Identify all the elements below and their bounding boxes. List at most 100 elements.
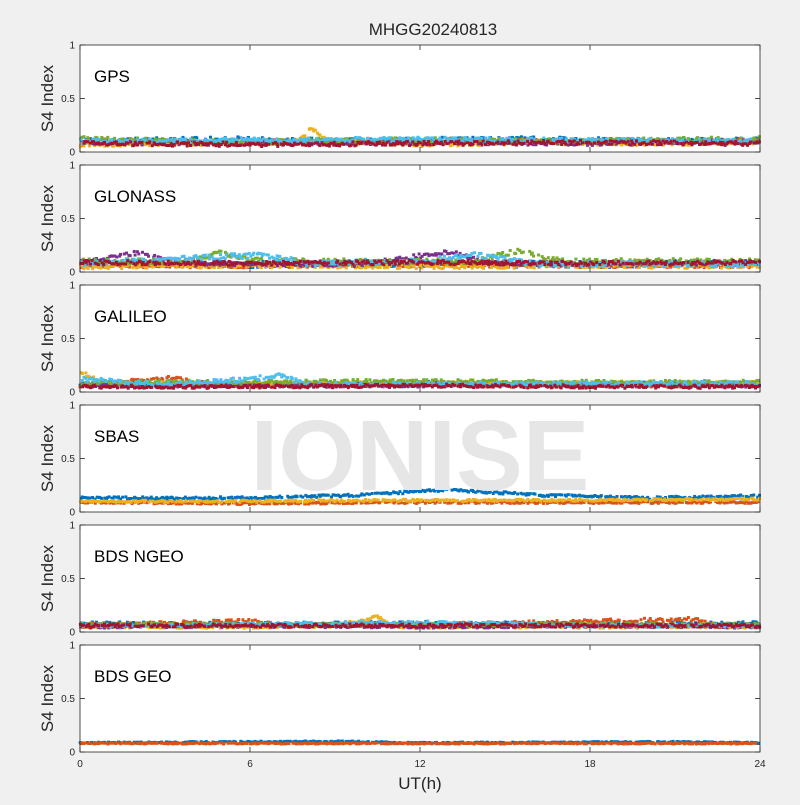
data-point	[739, 139, 742, 142]
data-point	[345, 139, 348, 142]
data-point	[129, 141, 132, 144]
data-point	[480, 137, 483, 140]
data-point	[444, 136, 447, 139]
data-point	[569, 143, 572, 146]
data-point	[532, 255, 535, 258]
data-point	[581, 141, 584, 144]
data-point	[565, 137, 568, 140]
data-point	[280, 263, 283, 266]
data-point	[268, 261, 271, 264]
data-point	[358, 262, 361, 265]
data-point	[535, 141, 538, 144]
data-point	[408, 144, 411, 147]
data-point	[378, 141, 381, 144]
data-point	[473, 251, 476, 254]
data-point	[600, 142, 603, 145]
data-point	[111, 260, 114, 263]
data-point	[374, 144, 377, 147]
data-point	[197, 260, 200, 263]
data-point	[115, 256, 118, 259]
data-point	[119, 253, 122, 256]
data-point	[467, 138, 470, 141]
data-point	[86, 140, 89, 143]
data-point	[133, 143, 136, 146]
data-point	[386, 141, 389, 144]
data-point	[552, 142, 555, 145]
data-point	[209, 136, 212, 139]
data-point	[118, 262, 121, 265]
data-point	[136, 266, 139, 269]
data-point	[129, 254, 132, 257]
data-point	[235, 141, 238, 144]
data-point	[225, 141, 228, 144]
data-point	[425, 143, 428, 146]
data-point	[438, 266, 441, 269]
data-point	[733, 143, 736, 146]
data-point	[442, 143, 445, 146]
data-point	[186, 258, 189, 261]
data-point	[350, 144, 353, 147]
data-point	[89, 263, 92, 266]
data-point	[204, 138, 207, 141]
data-point	[81, 262, 84, 265]
data-point	[351, 140, 354, 143]
data-point	[708, 258, 711, 261]
data-point	[102, 263, 105, 266]
data-point	[153, 254, 156, 257]
data-point	[445, 142, 448, 145]
data-point	[405, 257, 408, 260]
data-point	[708, 139, 711, 142]
data-point	[87, 260, 90, 263]
data-point	[463, 142, 466, 145]
data-point	[514, 252, 517, 255]
data-point	[531, 252, 534, 255]
data-point	[710, 136, 713, 139]
data-point	[165, 144, 168, 147]
data-point	[386, 266, 389, 269]
data-point	[485, 257, 488, 260]
data-point	[749, 141, 752, 144]
data-point	[164, 263, 167, 266]
data-point	[204, 254, 207, 257]
data-point	[186, 145, 189, 148]
data-point	[419, 264, 422, 267]
data-point	[207, 254, 210, 257]
data-point	[158, 262, 161, 265]
data-point	[87, 267, 90, 270]
data-point	[307, 137, 310, 140]
data-point	[457, 143, 460, 146]
data-point	[506, 266, 509, 269]
data-point	[267, 254, 270, 257]
data-point	[574, 258, 577, 261]
data-point	[714, 142, 717, 145]
data-point	[568, 140, 571, 143]
data-point	[649, 137, 652, 140]
data-point	[487, 254, 490, 257]
data-point	[633, 259, 636, 262]
data-point	[542, 139, 545, 142]
data-point	[267, 143, 270, 146]
y-tick-label: 1	[69, 41, 75, 52]
data-point	[672, 257, 675, 260]
data-point	[262, 253, 265, 256]
data-point	[203, 263, 206, 266]
figure-title: MHGG20240813	[369, 20, 498, 39]
data-point	[656, 143, 659, 146]
data-point	[375, 261, 378, 264]
data-point	[490, 266, 493, 269]
data-point	[372, 143, 375, 146]
data-point	[679, 257, 682, 260]
data-point	[522, 251, 525, 254]
data-point	[419, 138, 422, 141]
data-point	[279, 140, 282, 143]
data-point	[103, 141, 106, 144]
data-point	[276, 145, 279, 148]
data-point	[122, 259, 125, 262]
data-point	[647, 266, 650, 269]
data-point	[97, 263, 100, 266]
data-point	[442, 266, 445, 269]
data-point	[83, 135, 86, 138]
data-point	[141, 251, 144, 254]
data-point	[189, 144, 192, 147]
